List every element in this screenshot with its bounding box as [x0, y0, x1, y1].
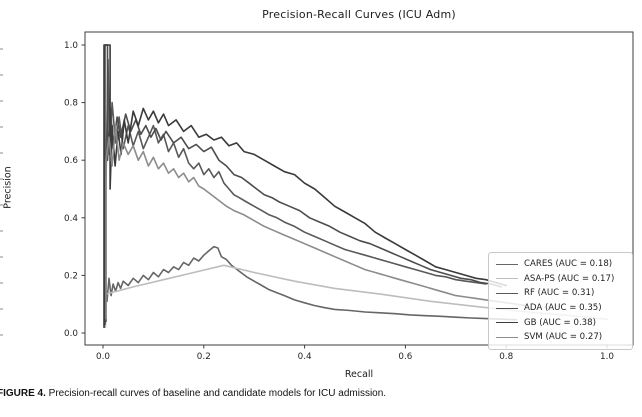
legend-label-cares: CARES (AUC = 0.18) — [524, 259, 613, 270]
curve-svm — [105, 124, 528, 320]
page-edge-artifacts — [0, 48, 3, 348]
legend-item-gb: GB (AUC = 0.38) — [496, 315, 626, 330]
legend-item-svm: SVM (AUC = 0.27) — [496, 330, 626, 345]
chart-title: Precision-Recall Curves (ICU Adm) — [262, 8, 456, 21]
y-tick-label: 0.2 — [64, 271, 78, 281]
legend-label-asa-ps: ASA-PS (AUC = 0.17) — [524, 273, 615, 284]
x-tick-label: 0.8 — [499, 352, 513, 362]
legend-label-gb: GB (AUC = 0.38) — [524, 317, 596, 328]
x-tick-label: 1.0 — [600, 352, 614, 362]
x-tick-label: 0.6 — [398, 352, 412, 362]
legend-line-sample-cares — [496, 263, 518, 265]
y-tick-label: 0.8 — [64, 99, 78, 109]
legend-line-sample-rf — [496, 292, 518, 294]
y-tick-label: 0.0 — [64, 329, 78, 339]
curve-rf — [105, 58, 487, 323]
x-tick-label: 0.4 — [298, 352, 312, 362]
x-tick-label: 0.2 — [197, 352, 211, 362]
curve-gb — [103, 44, 508, 329]
curve-cares — [104, 245, 518, 329]
figure-caption-text: Precision-recall curves of baseline and … — [45, 388, 387, 399]
legend-line-sample-ada — [496, 307, 518, 309]
legend-label-svm: SVM (AUC = 0.27) — [524, 332, 603, 343]
axes-spines — [84, 31, 634, 346]
chart-legend: CARES (AUC = 0.18) ASA-PS (AUC = 0.17) RF … — [488, 252, 633, 350]
legend-item-ada: ADA (AUC = 0.35) — [496, 301, 626, 316]
legend-line-sample-svm — [496, 336, 518, 338]
legend-line-sample-asa-ps — [496, 278, 518, 280]
y-tick-label: 0.4 — [64, 214, 78, 224]
legend-item-rf: RF (AUC = 0.31) — [496, 286, 626, 301]
x-tick-label: 0.0 — [96, 352, 110, 362]
y-tick-label: 0.6 — [64, 156, 78, 166]
figure-caption-label: FIGURE 4. — [0, 388, 46, 399]
y-tick-label: 1.0 — [64, 41, 78, 51]
legend-label-ada: ADA (AUC = 0.35) — [524, 303, 602, 314]
x-axis-label: Recall — [344, 369, 374, 380]
legend-label-rf: RF (AUC = 0.31) — [524, 288, 595, 299]
figure-caption: FIGURE 4. Precision-recall curves of bas… — [0, 388, 642, 399]
legend-item-cares: CARES (AUC = 0.18) — [496, 257, 626, 272]
legend-item-asa-ps: ASA-PS (AUC = 0.17) — [496, 272, 626, 287]
legend-line-sample-gb — [496, 322, 518, 324]
